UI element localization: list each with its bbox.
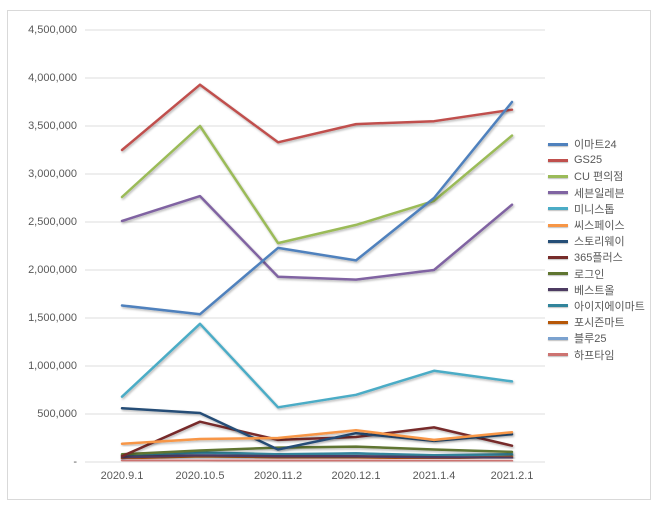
legend-line-marker [548, 304, 568, 308]
y-tick-label: 500,000 [37, 408, 77, 420]
y-tick-label: - [73, 456, 77, 468]
legend-label: GS25 [574, 154, 603, 167]
y-tick-label: 3,000,000 [28, 168, 77, 180]
y-tick-label: 1,500,000 [28, 312, 77, 324]
series-line [120, 454, 514, 459]
legend-item: 이마트24 [548, 136, 645, 152]
legend-line-marker [548, 353, 568, 357]
series-line [120, 124, 514, 245]
y-tick-label: 4,500,000 [28, 24, 77, 36]
legend-item: 365플러스 [548, 249, 645, 265]
series-line [120, 83, 514, 152]
legend-label: 블루25 [574, 333, 607, 346]
legend-item: 하프타임 [548, 346, 645, 362]
y-tick-label: 2,000,000 [28, 264, 77, 276]
x-tick-label: 2020.9.1 [100, 470, 144, 482]
legend-label: 베스트올 [574, 284, 615, 297]
legend-line-marker [548, 272, 568, 276]
legend-item: 씨스페이스 [548, 217, 645, 233]
x-tick-label: 2021.2.1 [490, 470, 534, 482]
x-tick-label: 2020.10.5 [175, 470, 225, 482]
series-line [120, 445, 514, 456]
legend-line-marker [548, 223, 568, 227]
series-line [120, 420, 514, 458]
legend-item: 블루25 [548, 330, 645, 346]
legend-label: 포시즌마트 [574, 317, 625, 330]
series-line [120, 458, 514, 463]
legend-item: 아이지에이마트 [548, 298, 645, 314]
legend-item: 미니스톱 [548, 201, 645, 217]
legend-line-marker [548, 207, 568, 211]
legend-line-marker [548, 255, 568, 259]
legend-label: 365플러스 [574, 252, 623, 265]
legend-label: 하프타임 [574, 349, 615, 362]
y-tick-label: 3,500,000 [28, 120, 77, 132]
legend-label: 이마트24 [574, 139, 617, 152]
legend-line-marker [548, 320, 568, 324]
legend-label: 스토리웨이 [574, 236, 625, 249]
legend-label: 로그인 [574, 268, 605, 281]
y-tick-label: 2,500,000 [28, 216, 77, 228]
y-tick-label: 1,000,000 [28, 360, 77, 372]
x-tick-label: 2021.1.4 [412, 470, 456, 482]
legend-label: 세븐일레븐 [574, 187, 625, 200]
legend-line-marker [548, 142, 568, 146]
legend-line-marker [548, 191, 568, 195]
legend-item: 스토리웨이 [548, 233, 645, 249]
legend-line-marker [548, 336, 568, 340]
legend-item: GS25 [548, 152, 645, 168]
x-tick-label: 2020.11.2 [253, 470, 303, 482]
legend-line-marker [548, 239, 568, 243]
x-tick-label: 2020.12.1 [331, 470, 381, 482]
legend-line-marker [548, 288, 568, 292]
series-line [120, 429, 514, 446]
y-tick-label: 4,000,000 [28, 72, 77, 84]
legend-label: 아이지에이마트 [574, 300, 645, 313]
legend-item: CU 편의점 [548, 168, 645, 184]
series-line [120, 194, 514, 281]
series-line [120, 451, 514, 457]
legend-item: 세븐일레븐 [548, 185, 645, 201]
legend-label: 씨스페이스 [574, 220, 625, 233]
legend-item: 로그인 [548, 266, 645, 282]
legend-item: 베스트올 [548, 282, 645, 298]
legend-item: 포시즌마트 [548, 314, 645, 330]
legend-line-marker [548, 174, 568, 178]
series-line [120, 100, 514, 316]
legend-label: 미니스톱 [574, 203, 615, 216]
legend-label: CU 편의점 [574, 171, 624, 184]
legend-line-marker [548, 158, 568, 162]
series-line [120, 322, 514, 409]
